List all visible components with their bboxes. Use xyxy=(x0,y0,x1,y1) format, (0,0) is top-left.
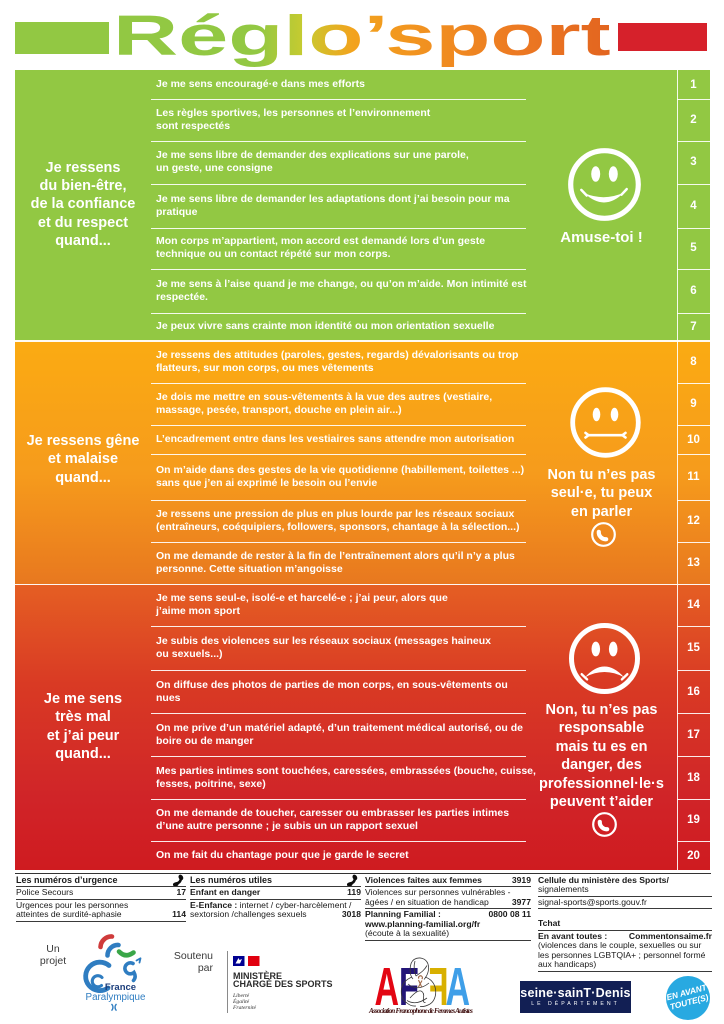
svg-text:A: A xyxy=(375,956,400,1016)
svg-text:Association Francophone de Fem: Association Francophone de Femmes Autist… xyxy=(368,1007,473,1015)
svg-text:F: F xyxy=(399,958,419,1016)
svg-text:A: A xyxy=(446,956,471,1016)
svg-text:F: F xyxy=(429,958,449,1016)
svg-text:Paralympique: Paralympique xyxy=(86,992,146,1003)
svg-text:France: France xyxy=(105,982,136,993)
